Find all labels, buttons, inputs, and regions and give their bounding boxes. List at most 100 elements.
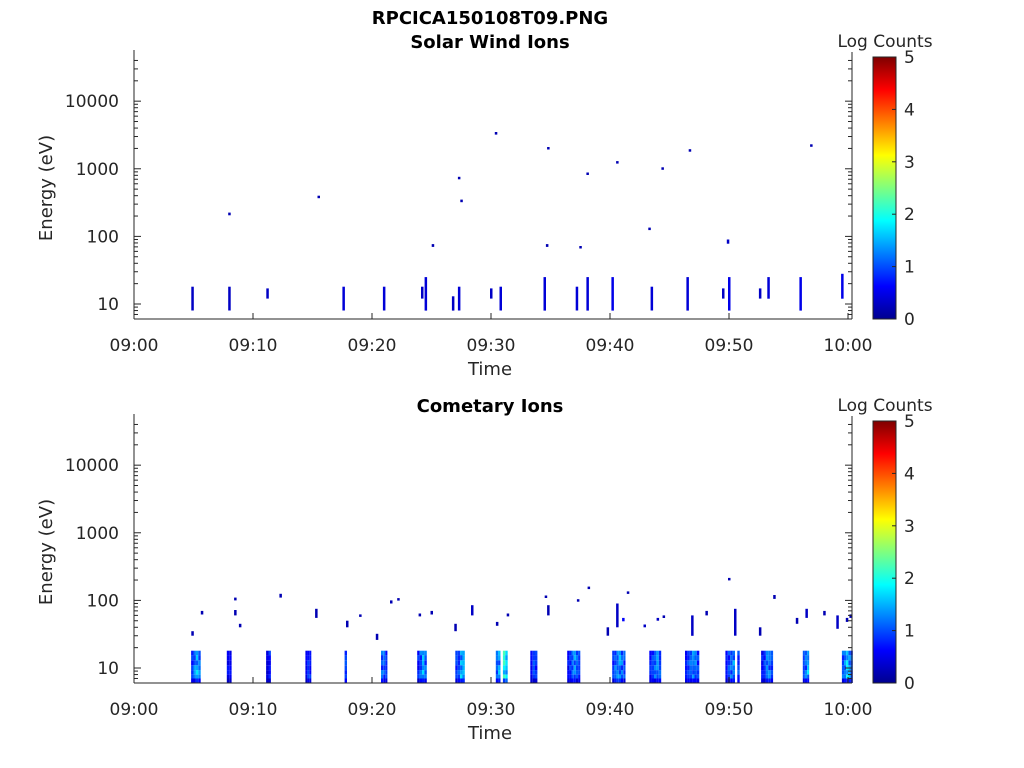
heatmap-cell	[309, 665, 312, 671]
heatmap-cell	[658, 655, 662, 661]
heatmap-cell	[383, 650, 386, 656]
solar-wind-panel: Solar Wind Ions 09:00 09:10 09:20 09:30 09:4…	[36, 32, 933, 380]
heatmap-cell	[573, 665, 576, 671]
heatmap-cell	[616, 655, 619, 661]
heatmap-cell	[734, 608, 737, 636]
heatmap-cell	[571, 660, 574, 666]
heatmap-cell	[614, 665, 617, 671]
heatmap-cell	[198, 670, 201, 675]
heatmap-cell	[685, 674, 688, 679]
heatmap-cell	[649, 650, 652, 656]
heatmap-cell	[385, 678, 388, 683]
heatmap-cell	[623, 650, 626, 656]
heatmap-cell	[578, 655, 581, 661]
heatmap-cell	[385, 650, 388, 656]
heatmap-cell	[725, 655, 728, 661]
heatmap-cell	[505, 655, 508, 661]
heatmap-cell	[238, 623, 242, 628]
heatmap-cells	[191, 132, 844, 311]
heatmap-cell	[499, 286, 502, 311]
heatmap-cell	[802, 674, 805, 679]
heatmap-cell	[656, 655, 659, 661]
heatmap-cell	[191, 665, 194, 671]
heatmap-cell	[307, 655, 310, 661]
heatmap-cell	[385, 674, 388, 679]
heatmap-cell	[685, 670, 688, 675]
heatmap-cell	[344, 660, 347, 666]
heatmap-cell	[193, 660, 196, 666]
heatmap-cell	[688, 149, 692, 152]
heatmap-cell	[228, 212, 231, 216]
heatmap-cell	[761, 650, 764, 656]
heatmap-cell	[344, 650, 347, 656]
heatmap-cell	[424, 660, 427, 666]
heatmap-cell	[767, 277, 770, 299]
heatmap-cell	[381, 660, 384, 666]
heatmap-cell	[689, 655, 693, 661]
heatmap-cell	[383, 678, 386, 683]
heatmap-cell	[689, 665, 693, 671]
heatmap-cell	[737, 670, 740, 675]
y-tick-label: 1000	[76, 160, 119, 180]
heatmap-cell	[268, 674, 271, 679]
heatmap-cell	[623, 678, 626, 683]
y-tick-label: 10	[97, 659, 119, 679]
heatmap-cell	[455, 670, 458, 675]
heatmap-cell	[692, 678, 695, 683]
heatmap-cell	[805, 608, 808, 618]
heatmap-cell	[569, 665, 572, 671]
heatmap-cell	[586, 172, 589, 175]
heatmap-cell	[575, 674, 579, 679]
heatmap-cell	[802, 678, 805, 683]
heatmap-cell	[836, 615, 839, 629]
heatmap-cell	[268, 655, 271, 661]
heatmap-cell	[576, 599, 580, 602]
heatmap-cell	[643, 624, 646, 628]
heatmap-cell	[848, 660, 851, 666]
heatmap-cell	[344, 674, 347, 679]
heatmap-cell	[502, 674, 506, 679]
heatmap-cell	[804, 655, 807, 661]
heatmap-cell	[193, 650, 196, 656]
heatmap-cell	[732, 655, 735, 661]
heatmap-cell	[545, 244, 549, 247]
heatmap-cell	[696, 665, 700, 671]
heatmap-cell	[195, 665, 199, 671]
heatmap-cell	[502, 678, 506, 683]
heatmap-cell	[696, 670, 700, 675]
y-tick-label: 100	[87, 591, 119, 611]
heatmap-cell	[195, 660, 199, 666]
colorbar-tick-label: 3	[904, 517, 915, 537]
heatmap-cell	[730, 650, 733, 656]
heatmap-cell	[569, 655, 572, 661]
heatmap-cell	[195, 650, 199, 656]
heatmap-cell	[802, 670, 805, 675]
heatmap-cell	[573, 650, 576, 656]
heatmap-cell	[573, 655, 576, 661]
heatmap-cell	[725, 660, 728, 666]
heatmap-cell	[802, 665, 805, 671]
heatmap-cell	[532, 665, 536, 671]
x-tick-label: 09:20	[348, 336, 397, 356]
heatmap-cell	[844, 678, 847, 683]
heatmap-cell	[315, 608, 318, 618]
heatmap-cell	[532, 655, 536, 661]
heatmap-cell	[451, 296, 455, 311]
heatmap-cell	[649, 670, 652, 675]
solar-wind-xlabel: Time	[467, 359, 512, 380]
heatmap-cell	[612, 665, 615, 671]
heatmap-cell	[229, 655, 232, 661]
heatmap-cell	[535, 660, 538, 666]
heatmap-cell	[737, 655, 740, 661]
heatmap-cell	[765, 670, 769, 675]
heatmap-cell	[689, 660, 693, 666]
heatmap-cell	[726, 239, 730, 244]
heatmap-cell	[191, 650, 194, 656]
heatmap-cell	[846, 655, 849, 661]
heatmap-cell	[530, 655, 533, 661]
heatmap-cell	[457, 674, 461, 679]
heatmap-cell	[758, 288, 762, 299]
heatmap-cell	[846, 660, 849, 666]
heatmap-cell	[614, 655, 617, 661]
